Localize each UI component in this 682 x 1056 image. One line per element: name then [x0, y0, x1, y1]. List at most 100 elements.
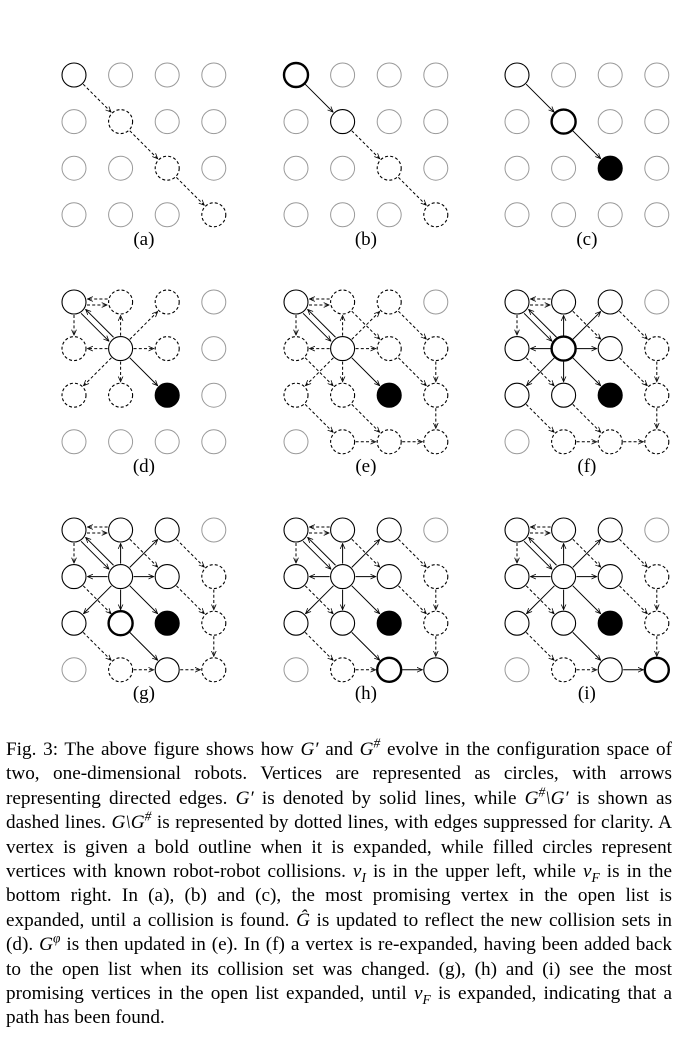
edge-solid: [86, 537, 114, 566]
vertex-dashed: [201, 202, 227, 228]
vertex-gray: [504, 202, 530, 228]
vertex-dashed: [423, 202, 449, 228]
edge-dashed: [525, 404, 554, 432]
caption-text: is in the bottom right. In (a), (b) and …: [6, 861, 672, 931]
edge-solid: [351, 357, 380, 386]
vertex-plain: [108, 336, 134, 362]
edge-dashed: [304, 585, 333, 614]
vertex-plain: [283, 517, 309, 543]
panel-label: (g): [133, 683, 155, 704]
edge-solid: [129, 632, 158, 660]
vertex-plain: [551, 517, 577, 543]
math-g-hat: Ĝ: [296, 909, 310, 931]
vertex-gray: [376, 202, 402, 228]
vertex-gray: [201, 155, 227, 181]
vertex-plain: [330, 517, 356, 543]
vertex-gray: [154, 62, 180, 88]
vertex-plain: [504, 517, 530, 543]
vertex-plain: [108, 564, 134, 590]
vertex-gray: [201, 382, 227, 408]
edge-solid: [572, 312, 601, 340]
vertex-gray: [108, 202, 134, 228]
panel-label: (b): [355, 229, 377, 250]
vertex-plain: [283, 289, 309, 315]
vertex-gray: [423, 289, 449, 315]
vertex-gray: [504, 109, 530, 135]
edge-solid: [572, 357, 601, 386]
vertex-plain: [551, 382, 577, 408]
edge-dashed: [572, 310, 601, 339]
vertex-gray: [283, 109, 309, 135]
vertex-gray: [504, 429, 530, 455]
vertex-bold: [643, 656, 670, 683]
edge-dashed: [129, 538, 158, 567]
edge-solid: [129, 357, 158, 386]
vertex-plain: [283, 564, 309, 590]
edge-solid: [529, 309, 557, 338]
vertex-gray: [423, 62, 449, 88]
math-v-f: vF: [413, 983, 431, 1007]
caption-text: is denoted by solid lines, while: [261, 787, 517, 809]
vertex-gray: [201, 289, 227, 315]
vertex-plain: [376, 564, 402, 590]
vertex-plain: [108, 517, 134, 543]
edge-solid: [572, 632, 601, 660]
edge-solid: [80, 312, 109, 341]
edge-dashed: [176, 177, 204, 205]
edge-solid: [308, 309, 336, 338]
figure-graph-panels: (a) (b) (c) (d) (e) (f) (g) (h) (i): [61, 61, 670, 704]
edge-solid: [351, 632, 380, 660]
vertex-gray: [644, 62, 670, 88]
vertex-filled: [154, 382, 180, 408]
vertex-dashed: [376, 336, 402, 362]
vertex-dashed: [423, 564, 449, 590]
caption-text: Fig. 3: The above figure shows how: [6, 739, 294, 760]
edge-dashed: [82, 585, 111, 614]
vertex-dashed: [154, 155, 180, 181]
math-g-hash: G#: [359, 735, 381, 760]
vertex-plain: [61, 564, 87, 590]
vertex-gray: [108, 62, 134, 88]
edge-dashed: [304, 404, 333, 432]
vertex-filled: [376, 610, 402, 636]
vertex-plain: [504, 564, 530, 590]
vertex-plain: [330, 610, 356, 636]
edge-dashed: [398, 538, 426, 567]
math-g-hash-minus-g-prime: G#\G′: [524, 784, 569, 809]
vertex-plain: [504, 336, 530, 362]
edge-solid: [523, 540, 552, 569]
math-g-prime: G′: [235, 787, 254, 809]
vertex-bold: [376, 656, 403, 683]
math-v-i: vI: [352, 861, 366, 885]
vertex-gray: [597, 202, 623, 228]
vertex-dashed: [376, 155, 402, 181]
caption-text: is then updated in (e). In (f) a vertex …: [6, 934, 672, 1005]
vertex-gray: [504, 155, 530, 181]
vertex-plain: [551, 289, 577, 315]
edge-solid: [523, 312, 552, 341]
vertex-plain: [597, 657, 623, 683]
vertex-dashed: [423, 429, 449, 455]
edge-dashed: [398, 357, 426, 386]
vertex-plain: [597, 564, 623, 590]
math-g-phi: Gφ: [39, 930, 61, 956]
edge-dashed: [129, 130, 158, 159]
vertex-filled: [597, 382, 623, 408]
vertex-dashed: [108, 382, 134, 408]
edge-solid: [572, 130, 601, 159]
vertex-dashed: [283, 336, 309, 362]
panel-label: (h): [355, 683, 377, 704]
figure-caption: Fig. 3: The above figure shows how G′ an…: [6, 735, 673, 1031]
caption-text: is represented by dotted lines, with edg…: [6, 812, 673, 883]
vertex-filled: [597, 610, 623, 636]
vertex-gray: [201, 429, 227, 455]
vertex-dashed: [423, 610, 449, 636]
edge-dashed: [351, 538, 380, 567]
graph-panel: (a): [61, 62, 227, 250]
vertex-dashed: [201, 564, 227, 590]
edge-solid: [302, 312, 331, 341]
edge-solid: [351, 540, 380, 568]
vertex-gray: [423, 155, 449, 181]
edge-solid: [129, 585, 158, 614]
panel-label: (c): [576, 229, 597, 250]
